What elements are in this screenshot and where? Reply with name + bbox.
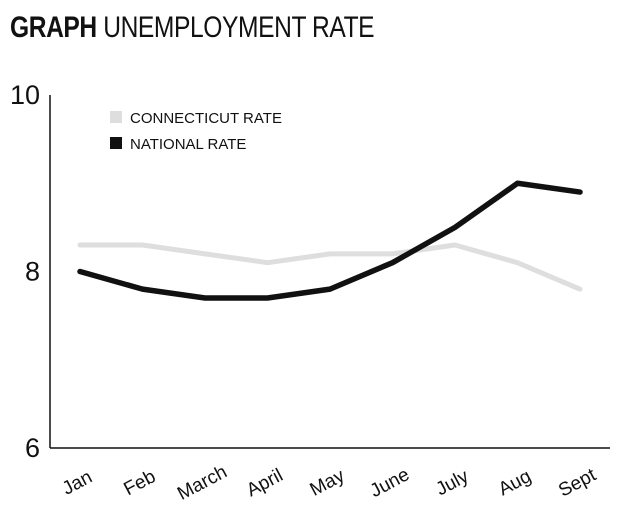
x-tick-label: Aug bbox=[495, 466, 535, 500]
x-tick-label: Sept bbox=[555, 464, 600, 501]
x-tick-label: Jan bbox=[59, 467, 96, 500]
legend-label: CONNECTICUT RATE bbox=[130, 110, 282, 127]
x-axis-ticks: Jan Feb March April May June July Aug Sept bbox=[59, 461, 600, 504]
chart-legend: CONNECTICUT RATE NATIONAL RATE bbox=[110, 110, 282, 153]
chart-axes bbox=[49, 95, 610, 449]
x-tick-label: April bbox=[243, 465, 286, 501]
chart-title: UNEMPLOYMENT RATE bbox=[103, 11, 375, 44]
legend-label: NATIONAL RATE bbox=[130, 136, 246, 153]
y-tick-label: 10 bbox=[10, 80, 40, 110]
national-rate-line bbox=[77, 180, 583, 301]
legend-swatch bbox=[110, 111, 122, 123]
y-tick-label: 8 bbox=[25, 257, 40, 287]
x-tick-label: July bbox=[433, 466, 473, 501]
x-tick-label: May bbox=[307, 465, 349, 501]
legend-swatch bbox=[110, 137, 122, 149]
connecticut-rate-line bbox=[77, 242, 583, 292]
x-tick-label: March bbox=[174, 461, 230, 504]
y-axis-ticks: 6 8 10 bbox=[10, 80, 40, 463]
series-lines bbox=[77, 180, 583, 301]
headline-kicker: GRAPH bbox=[10, 11, 97, 44]
x-tick-label: June bbox=[367, 464, 413, 502]
x-tick-label: Feb bbox=[121, 466, 160, 500]
chart-headline: GRAPH UNEMPLOYMENT RATE bbox=[10, 8, 375, 48]
y-tick-label: 6 bbox=[25, 433, 40, 463]
